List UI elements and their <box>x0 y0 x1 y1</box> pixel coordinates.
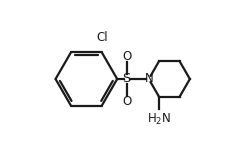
Text: O: O <box>122 50 131 63</box>
Text: H$_2$N: H$_2$N <box>147 112 171 127</box>
Text: O: O <box>122 95 131 108</box>
Text: N: N <box>144 73 153 85</box>
Text: S: S <box>123 73 131 85</box>
Text: Cl: Cl <box>97 31 108 44</box>
